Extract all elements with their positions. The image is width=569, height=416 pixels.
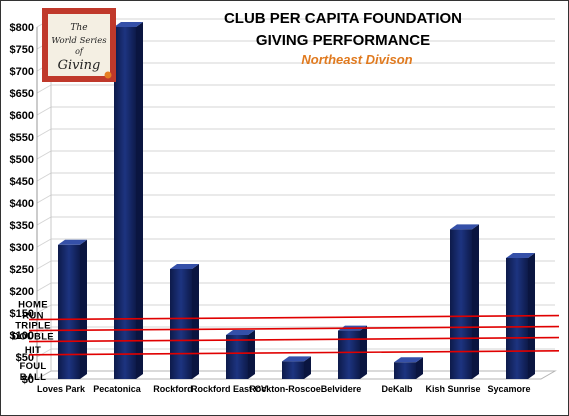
bar	[506, 253, 535, 379]
bar-front	[338, 330, 360, 379]
bar-front	[282, 361, 304, 379]
reference-label: DOUBLE	[12, 332, 54, 343]
bar	[114, 22, 143, 379]
y-tick-label: $450	[10, 176, 34, 188]
y-tick-label: $400	[10, 198, 34, 210]
bar	[226, 330, 255, 379]
logo-panel	[48, 14, 110, 76]
logo-line-4: Giving	[58, 58, 101, 73]
y-axis-ticks: $0$50$100$150$200$250$300$350$400$450$50…	[10, 22, 34, 386]
gridline-depth	[36, 194, 52, 204]
reference-label: HOME	[18, 300, 48, 311]
bar-side	[136, 22, 143, 379]
bar	[170, 264, 199, 379]
y-tick-label: $300	[10, 242, 34, 254]
bar-side	[248, 330, 255, 379]
y-tick-label: $800	[10, 22, 34, 34]
y-tick-label: $700	[10, 66, 34, 78]
logo-line-3: of	[75, 47, 85, 56]
reference-label: RUN	[22, 311, 43, 322]
bar-side	[80, 239, 87, 379]
gridline-depth	[36, 282, 52, 292]
world-series-of-giving-logo: The World Series of Giving	[42, 8, 116, 82]
bar-top	[226, 330, 255, 335]
y-tick-label: $250	[10, 264, 34, 276]
bar-front	[394, 362, 416, 379]
reference-label: FOUL	[19, 361, 46, 372]
x-category-label: Kish Sunrise	[425, 384, 480, 394]
x-category-label: Rockford	[153, 384, 193, 394]
bar-top	[282, 356, 311, 362]
bar-side	[472, 224, 479, 379]
bar-side	[192, 264, 199, 379]
bar-top	[506, 253, 535, 258]
reference-label: BALL	[20, 372, 47, 383]
gridline-depth	[36, 348, 52, 358]
gridline-depth	[36, 84, 52, 94]
y-tick-label: $0	[22, 374, 34, 386]
x-category-label: Loves Park	[37, 384, 86, 394]
bar-front	[114, 27, 136, 379]
bar	[58, 239, 87, 379]
gridline-depth	[36, 172, 52, 182]
bars	[58, 22, 535, 379]
bar	[450, 224, 479, 379]
y-tick-label: $650	[10, 88, 34, 100]
logo-dot	[104, 71, 112, 79]
gridline-depth	[36, 216, 52, 226]
y-tick-label: $600	[10, 110, 34, 122]
subtitle: Northeast Divison	[301, 52, 412, 67]
x-category-label: Sycamore	[487, 384, 530, 394]
bar-front	[226, 335, 248, 379]
x-category-label: Rockford East CV	[191, 384, 267, 394]
reference-line	[28, 314, 560, 321]
bar-side	[416, 357, 423, 379]
y-tick-label: $500	[10, 154, 34, 166]
logo-line-1: The	[70, 23, 87, 33]
bar-top	[450, 224, 479, 230]
y-tick-label: $100	[10, 330, 34, 342]
bar-side	[304, 356, 311, 379]
reference-label: TRIPLE	[15, 321, 51, 332]
reference-line	[28, 350, 560, 356]
bar-front	[450, 229, 472, 379]
gridline-depth	[36, 150, 52, 160]
x-category-label: Belvidere	[321, 384, 362, 394]
bar	[282, 356, 311, 379]
y-tick-label: $550	[10, 132, 34, 144]
y-tick-label: $150	[10, 308, 34, 320]
bar-front	[58, 244, 80, 379]
reference-label: HIT	[25, 345, 41, 356]
y-tick-label: $200	[10, 286, 34, 298]
bar-front	[506, 258, 528, 379]
bar-top	[58, 239, 87, 245]
gridline-depth	[36, 260, 52, 270]
bar-top	[394, 357, 423, 363]
reference-line	[28, 336, 560, 343]
title-line-2: GIVING PERFORMANCE	[256, 32, 430, 49]
chart-title: CLUB PER CAPITA FOUNDATION GIVING PERFOR…	[224, 10, 462, 67]
title-line-1: CLUB PER CAPITA FOUNDATION	[224, 10, 462, 27]
bar-top	[170, 264, 199, 269]
y-tick-label: $750	[10, 44, 34, 56]
x-category-label: DeKalb	[381, 384, 413, 394]
gridline-depth	[36, 128, 52, 138]
logo-line-2: World Series	[51, 36, 107, 46]
bar-front	[170, 269, 192, 379]
x-category-label: Rockton-Roscoe	[249, 384, 321, 394]
gridline-depth	[36, 304, 52, 314]
x-category-label: Pecatonica	[93, 384, 142, 394]
gridline-depth	[36, 106, 52, 116]
gridline-depth	[36, 238, 52, 248]
bar	[394, 357, 423, 379]
bar-top	[114, 22, 143, 27]
y-tick-label: $350	[10, 220, 34, 232]
reference-line	[28, 325, 560, 332]
